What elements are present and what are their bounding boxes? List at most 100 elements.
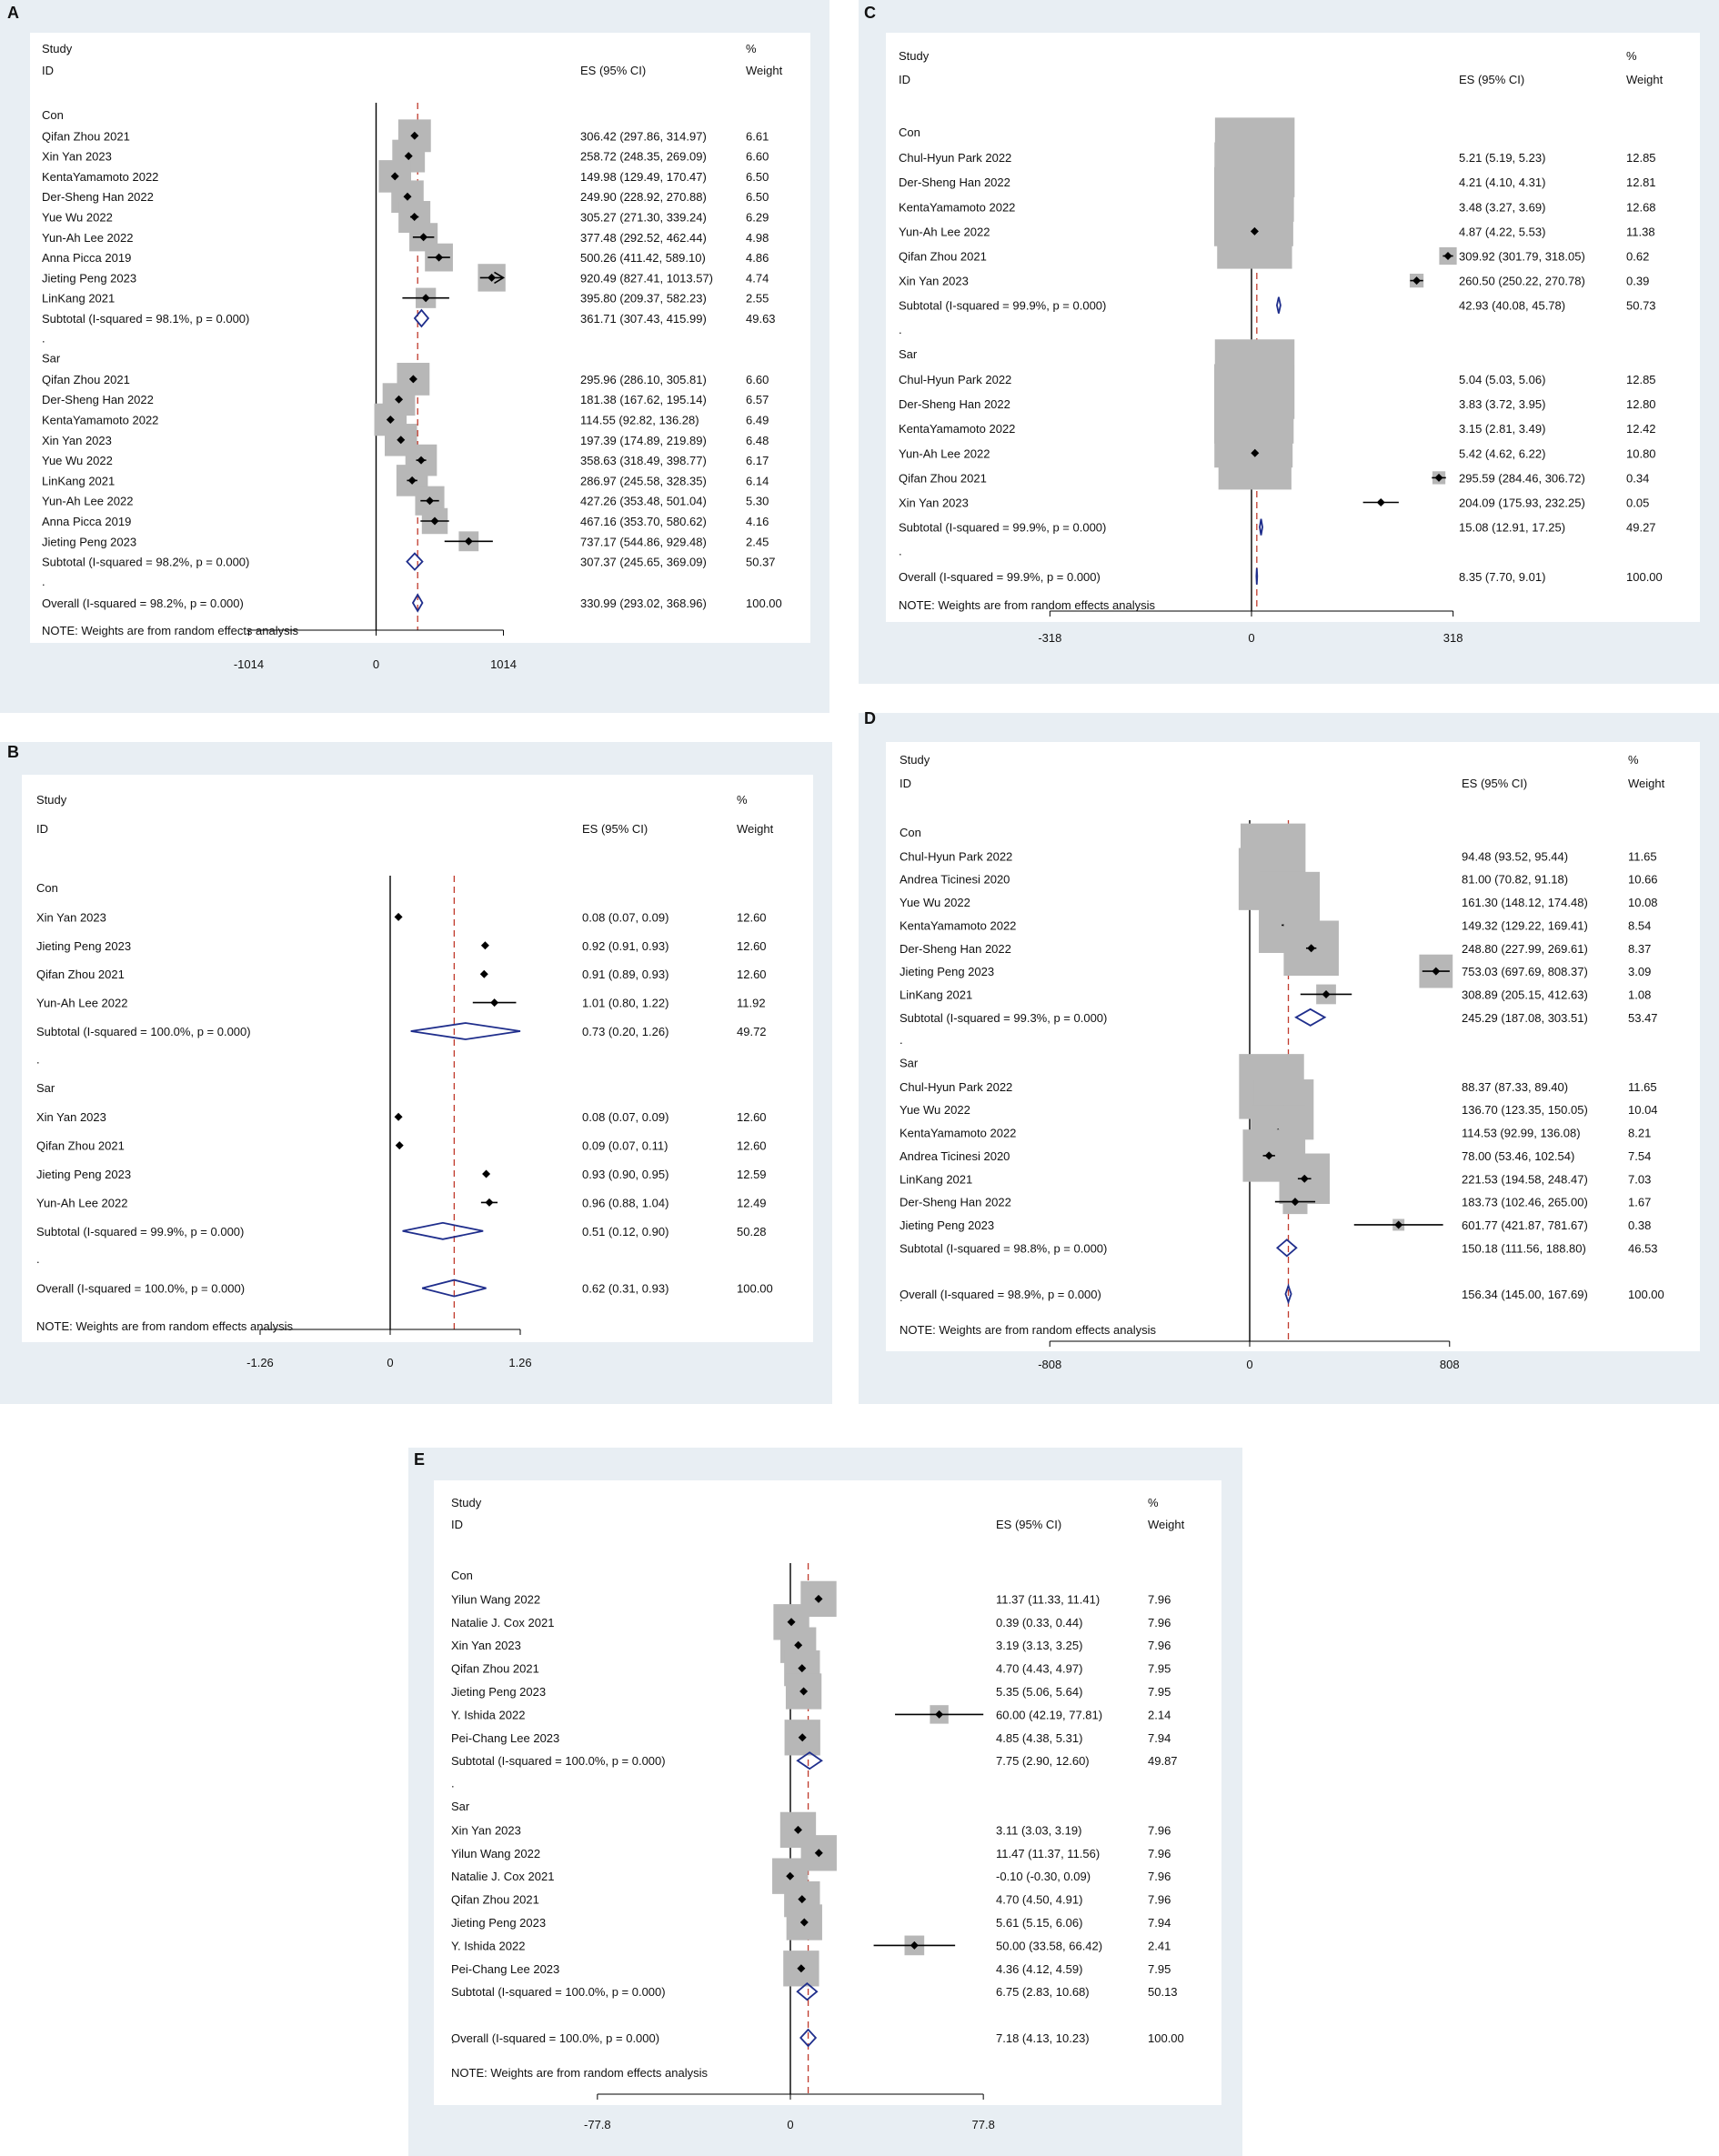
footnote: NOTE: Weights are from random effects an… (900, 1323, 1157, 1337)
effect-ci-text: 11.47 (11.37, 11.56) (996, 1847, 1100, 1860)
study-label: KentaYamamoto 2022 (42, 170, 158, 184)
effect-ci-text: 3.83 (3.72, 3.95) (1459, 397, 1545, 411)
study-label: Der-Sheng Han 2022 (899, 397, 1010, 411)
effect-ci-text: 427.26 (353.48, 501.04) (580, 495, 707, 508)
footnote: NOTE: Weights are from random effects an… (36, 1319, 294, 1333)
study-label: Yun-Ah Lee 2022 (36, 1196, 127, 1209)
forest-panel-a: A Study ID ES (95% CI)% Weight -1014 0 1014 Con Q… (0, 0, 829, 713)
study-label: Der-Sheng Han 2022 (42, 393, 154, 406)
study-label: Chul-Hyun Park 2022 (899, 373, 1011, 386)
weight-text: 11.92 (737, 997, 766, 1010)
effect-ci-text: 4.36 (4.12, 4.59) (996, 1962, 1082, 1976)
study-label: Jieting Peng 2023 (36, 1168, 131, 1181)
subtotal-diamond (413, 308, 430, 328)
header-es: ES (95% CI) (1462, 777, 1527, 790)
weight-text: 12.60 (737, 1110, 767, 1124)
study-label: Chul-Hyun Park 2022 (900, 1080, 1012, 1094)
footnote: NOTE: Weights are from random effects an… (899, 598, 1156, 612)
effect-ci-text: 258.72 (248.35, 269.09) (580, 150, 707, 164)
header-weight: Weight (1628, 777, 1665, 790)
effect-ci-text: 307.37 (245.65, 369.09) (580, 556, 707, 569)
weight-text: 4.16 (746, 515, 769, 528)
group-label: Sar (451, 1800, 470, 1813)
study-label: Yun-Ah Lee 2022 (42, 231, 133, 245)
effect-ci-text: 0.93 (0.90, 0.95) (582, 1168, 668, 1181)
weight-text: 100.00 (1628, 1288, 1664, 1301)
effect-ci-text: 249.90 (228.92, 270.88) (580, 190, 707, 204)
effect-ci-text: 81.00 (70.82, 91.18) (1462, 873, 1568, 887)
point-estimate (397, 436, 406, 445)
point-estimate (480, 941, 489, 950)
effect-ci-text: 183.73 (102.46, 265.00) (1462, 1196, 1588, 1209)
subtotal-label: Subtotal (I-squared = 99.9%, p = 0.000) (899, 299, 1106, 313)
spacer-dot: . (42, 575, 45, 588)
subtotal-label: Subtotal (I-squared = 100.0%, p = 0.000) (36, 1025, 251, 1038)
effect-ci-text: 50.00 (33.58, 66.42) (996, 1939, 1102, 1952)
subtotal-diamond (796, 1751, 823, 1770)
weight-text: 53.47 (1628, 1011, 1658, 1025)
weight-text: 4.74 (746, 271, 769, 285)
effect-ci-text: 467.16 (353.70, 580.62) (580, 515, 707, 528)
group-label: Con (42, 108, 64, 122)
weight-text: 6.29 (746, 211, 769, 225)
effect-ci-text: 4.87 (4.22, 5.53) (1459, 225, 1545, 238)
forest-panel-c: C Study ID ES (95% CI)% Weight -318 0 318 Con Chu… (859, 0, 1719, 684)
header-pct: % (737, 793, 748, 807)
study-label: Natalie J. Cox 2021 (451, 1870, 554, 1883)
effect-ci-text: 221.53 (194.58, 248.47) (1462, 1172, 1588, 1186)
study-label: Jieting Peng 2023 (451, 1685, 546, 1699)
point-estimate (797, 1964, 806, 1973)
weight-text: 2.45 (746, 535, 769, 548)
weight-text: 50.37 (746, 556, 776, 569)
spacer-dot: . (900, 1290, 903, 1304)
point-estimate (798, 1664, 807, 1673)
weight-text: 7.96 (1148, 1847, 1171, 1860)
weight-text: 6.14 (746, 474, 769, 487)
effect-ci-text: 3.48 (3.27, 3.69) (1459, 200, 1545, 214)
panel-letter: B (7, 743, 19, 761)
weight-text: 50.28 (737, 1225, 767, 1238)
subtotal-label: Subtotal (I-squared = 99.9%, p = 0.000) (36, 1225, 244, 1238)
study-label: Jieting Peng 2023 (900, 1218, 994, 1232)
study-label: Der-Sheng Han 2022 (42, 190, 154, 204)
weight-text: 0.62 (1626, 250, 1649, 264)
subtotal-label: Subtotal (I-squared = 98.1%, p = 0.000) (42, 312, 249, 326)
point-estimate (1322, 989, 1331, 998)
weight-text: 100.00 (1626, 570, 1663, 584)
subtotal-label: Subtotal (I-squared = 98.2%, p = 0.000) (42, 556, 249, 569)
effect-ci-text: 6.75 (2.83, 10.68) (996, 1985, 1090, 1999)
header-es: ES (95% CI) (580, 64, 646, 77)
effect-ci-text: 114.55 (92.82, 136.28) (580, 414, 699, 427)
group-label: Con (900, 826, 921, 839)
overall-diamond (1284, 1283, 1292, 1305)
weight-text: 0.39 (1626, 275, 1649, 288)
point-estimate (1394, 1220, 1403, 1229)
weight-text: 7.96 (1148, 1893, 1171, 1907)
footnote: NOTE: Weights are from random effects an… (42, 624, 299, 637)
subtotal-diamond (406, 552, 424, 571)
x-tick-label: 1.26 (508, 1356, 531, 1369)
spacer-dot: . (42, 331, 45, 345)
point-estimate (485, 1198, 494, 1207)
point-estimate (410, 131, 419, 140)
study-label: LinKang 2021 (42, 292, 115, 306)
weight-text: 11.65 (1628, 1080, 1657, 1094)
effect-ci-text: 0.08 (0.07, 0.09) (582, 910, 668, 924)
study-label: Anna Picca 2019 (42, 515, 131, 528)
weight-text: 4.98 (746, 231, 769, 245)
effect-ci-text: 7.75 (2.90, 12.60) (996, 1754, 1090, 1768)
x-tick-label: 318 (1443, 631, 1463, 645)
spacer-dot: . (899, 545, 902, 558)
study-label: Qifan Zhou 2021 (899, 250, 987, 264)
plot-area (22, 775, 813, 1342)
effect-ci-text: 753.03 (697.69, 808.37) (1462, 965, 1588, 978)
weight-text: 7.94 (1148, 1731, 1171, 1745)
weight-text: 50.13 (1148, 1985, 1178, 1999)
weight-text: 11.38 (1626, 225, 1655, 238)
header-pct: % (1628, 753, 1639, 767)
header-id: ID (900, 777, 911, 790)
study-label: KentaYamamoto 2022 (900, 918, 1016, 932)
effect-ci-text: 88.37 (87.33, 89.40) (1462, 1080, 1568, 1094)
point-estimate (417, 456, 426, 465)
weight-text: 6.50 (746, 170, 769, 184)
